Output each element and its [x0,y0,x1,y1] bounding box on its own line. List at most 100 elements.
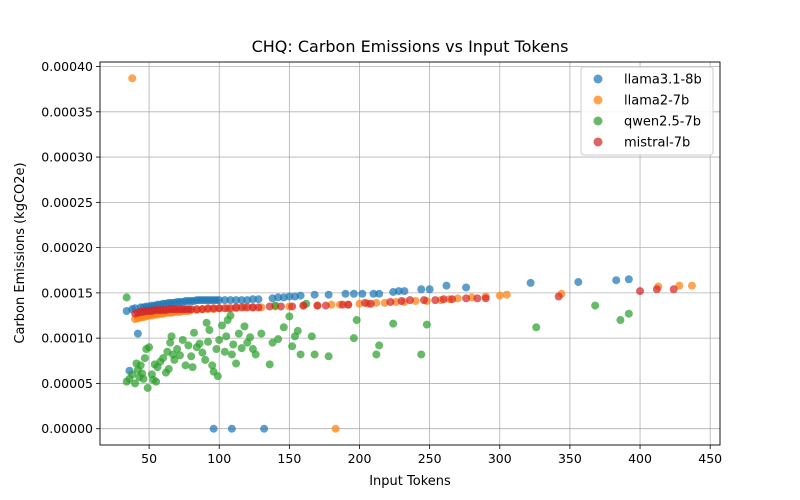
data-point [338,300,347,309]
data-point [400,287,409,296]
data-point [204,337,213,346]
data-point [240,322,249,331]
data-point [310,290,319,299]
data-point [167,332,176,341]
data-point [254,295,263,304]
data-point [473,294,482,303]
data-point [204,304,213,313]
y-tick-label: 0.00010 [41,331,93,346]
legend: llama3.1-8b llama2-7b qwen2.5-7b mistral-7b [580,66,714,156]
x-tick-label: 400 [628,451,652,466]
data-point [352,316,361,325]
data-point [331,424,340,433]
data-point [288,302,297,311]
data-point [187,352,196,361]
data-point [237,303,246,312]
data-point [279,323,288,332]
data-point [226,311,235,320]
data-point [296,350,305,359]
legend-entry: mistral-7b [624,136,690,151]
data-point [222,332,231,341]
data-point [574,278,583,287]
data-point [624,275,633,284]
legend-marker [593,116,603,126]
data-point [321,301,330,310]
data-point [389,319,398,328]
chart-title: CHQ: Carbon Emissions vs Input Tokens [252,37,569,56]
data-point [218,321,227,330]
data-point [652,285,661,294]
x-tick-label: 50 [141,451,157,466]
data-point [229,340,238,349]
data-point [251,350,260,359]
data-point [122,293,131,302]
legend-entry: llama3.1-8b [624,73,702,88]
data-point [136,361,145,370]
data-point [372,350,381,359]
data-point [213,372,222,381]
data-point [237,296,246,305]
data-point [166,338,175,347]
data-point [358,289,367,298]
legend-marker [593,95,603,105]
data-point [181,361,190,370]
data-point [366,299,375,308]
data-point [532,323,541,332]
data-point [307,332,316,341]
data-point [145,343,154,352]
data-point [349,334,358,343]
x-tick-label: 450 [698,451,722,466]
data-point [243,303,252,312]
data-points [122,74,696,433]
plot-frame [99,61,721,446]
data-point [131,379,140,388]
y-tick-label: 0.00000 [41,421,93,436]
data-point [265,360,274,369]
data-point [232,359,241,368]
x-tick-label: 350 [558,451,582,466]
legend-box [580,66,714,156]
data-point [324,352,333,361]
data-point [406,296,414,305]
data-point [431,296,440,305]
x-tick-label: 100 [207,451,231,466]
data-point [296,291,305,300]
x-tick-label: 150 [277,451,301,466]
data-point [215,304,224,313]
data-point [349,289,358,298]
data-point [220,296,229,305]
data-point [248,295,257,304]
data-point [232,303,241,312]
y-tick-label: 0.00035 [41,104,93,119]
data-point [248,303,257,312]
data-point [164,364,173,373]
data-point [293,326,302,335]
data-point [184,341,193,350]
data-point [202,318,211,327]
data-point [220,347,229,356]
data-point [375,289,384,298]
data-point [386,297,395,306]
y-tick-label: 0.00005 [41,376,93,391]
data-point [173,345,182,354]
data-point [133,329,142,338]
data-point [274,335,283,344]
data-point [201,355,210,364]
data-point [502,290,511,299]
data-point [420,296,429,305]
data-point [188,363,197,372]
data-point [246,333,255,342]
data-point [442,281,451,290]
data-point [612,276,621,285]
data-point [140,354,149,363]
x-tick-label: 200 [348,451,372,466]
data-point [178,335,187,344]
data-point [276,302,285,311]
data-point [481,294,490,303]
data-point [624,309,633,318]
data-point [159,354,168,363]
data-point [616,316,625,325]
data-point [198,348,207,357]
data-point [439,295,448,304]
y-tick-label: 0.00015 [41,285,93,300]
